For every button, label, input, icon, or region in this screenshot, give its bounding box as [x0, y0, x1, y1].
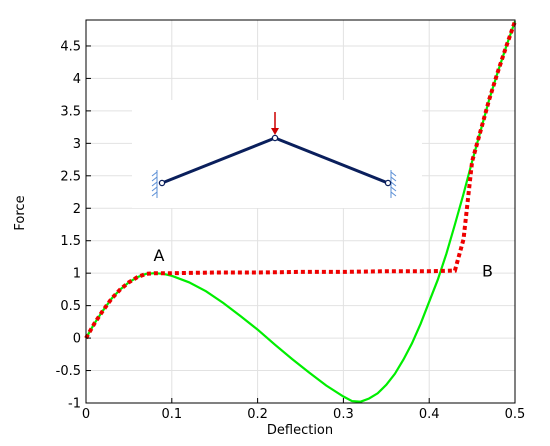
y-tick-label-8: 3: [73, 137, 81, 152]
left-support-icon: [151, 170, 158, 198]
y-axis-title: Force: [13, 195, 28, 230]
x-tick-label-5: 0.5: [505, 407, 526, 422]
y-tick-label-6: 2: [73, 202, 81, 217]
truss-member-left: [161, 136, 276, 185]
right-node: [384, 179, 392, 187]
axis-ticks: 0 0.1 0.2 0.3 0.4 0.5 -1 -0.5 0 0.5 1 1.5 2 2.5 3 3.5 4 4…: [56, 39, 526, 422]
x-tick-label-2: 0.2: [247, 407, 268, 422]
x-tick-label-0: 0: [82, 407, 90, 422]
left-node: [158, 179, 166, 187]
truss-member-right: [274, 136, 389, 185]
y-tick-label-7: 2.5: [60, 169, 81, 184]
y-tick-label-10: 4: [73, 72, 81, 87]
y-tick-label-9: 3.5: [60, 104, 81, 119]
inset-background: [132, 100, 422, 208]
y-tick-label-2: 0: [73, 332, 81, 347]
x-axis-title: Deflection: [267, 423, 333, 438]
y-tick-label-4: 1: [73, 267, 81, 282]
series-line-red-dotted: [84, 20, 517, 340]
data-series: [84, 20, 517, 403]
top-node: [271, 134, 279, 142]
y-tick-label-0: -1: [68, 397, 81, 412]
y-tick-label-5: 1.5: [60, 234, 81, 249]
x-tick-label-1: 0.1: [161, 407, 182, 422]
annotation-b: B: [482, 262, 493, 281]
load-arrow-icon: [271, 112, 279, 135]
y-tick-label-3: 0.5: [60, 299, 81, 314]
annotation-a: A: [153, 246, 164, 265]
x-tick-label-4: 0.4: [419, 407, 440, 422]
x-tick-label-3: 0.3: [333, 407, 354, 422]
plot-frame: [85, 19, 516, 404]
y-tick-label-1: -0.5: [56, 364, 81, 379]
y-tick-label-11: 4.5: [60, 39, 81, 54]
point-annotations: AB: [153, 246, 493, 281]
plot-border: [85, 19, 516, 404]
truss-inset-diagram: [132, 100, 422, 208]
